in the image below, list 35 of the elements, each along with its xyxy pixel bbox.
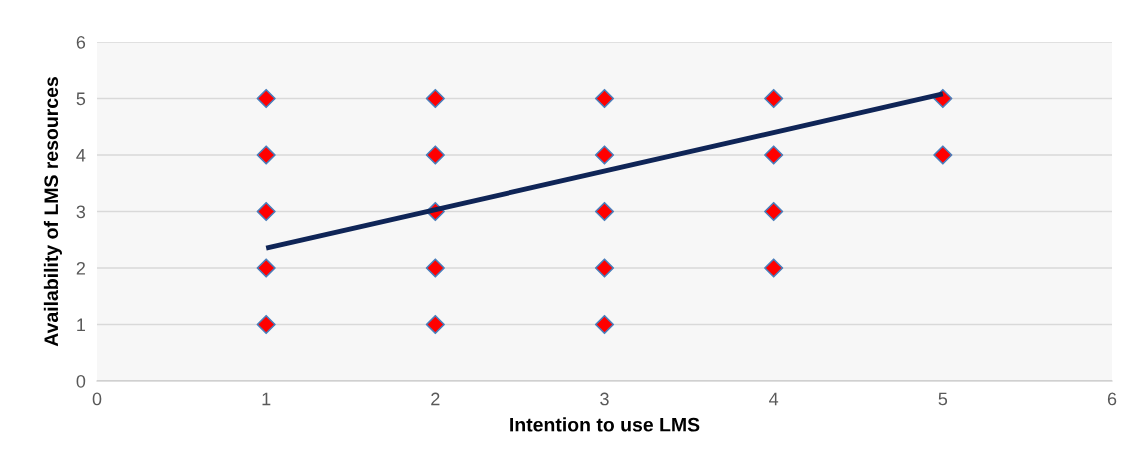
- x-tick-label: 4: [769, 392, 779, 406]
- x-tick-label: 3: [600, 392, 609, 406]
- y-tick-label: 4: [76, 149, 86, 162]
- point: [764, 258, 784, 278]
- x-tick-label: 5: [938, 392, 948, 406]
- point: [764, 88, 784, 109]
- point: [594, 314, 615, 335]
- point: [256, 88, 276, 109]
- x-tick-label: 6: [1107, 392, 1117, 406]
- point: [764, 201, 784, 222]
- point: [594, 258, 615, 278]
- x-tick-label: 0: [92, 392, 102, 406]
- x-tick-label: 2: [431, 392, 440, 406]
- y-tick-label: 1: [77, 318, 86, 332]
- y-tick-label: 0: [76, 374, 86, 388]
- y-tick-label: 2: [76, 261, 85, 275]
- point: [764, 145, 784, 165]
- point: [425, 258, 445, 278]
- point: [256, 314, 276, 335]
- y-tick-label: 5: [76, 92, 86, 106]
- x-tick-label: 1: [262, 392, 271, 406]
- x-axis-title: Intention to use LMS: [510, 417, 700, 432]
- point: [425, 88, 445, 109]
- point: [256, 258, 276, 278]
- point: [594, 88, 615, 109]
- point: [425, 314, 445, 335]
- y-tick-label: 3: [76, 205, 86, 219]
- y-tick-label: 6: [76, 35, 86, 49]
- point: [425, 145, 445, 165]
- point: [256, 201, 276, 222]
- point: [594, 145, 615, 165]
- point: [933, 145, 953, 165]
- point: [594, 201, 615, 222]
- point: [256, 145, 276, 165]
- y-axis-title: Availability of LMS resources: [43, 77, 62, 347]
